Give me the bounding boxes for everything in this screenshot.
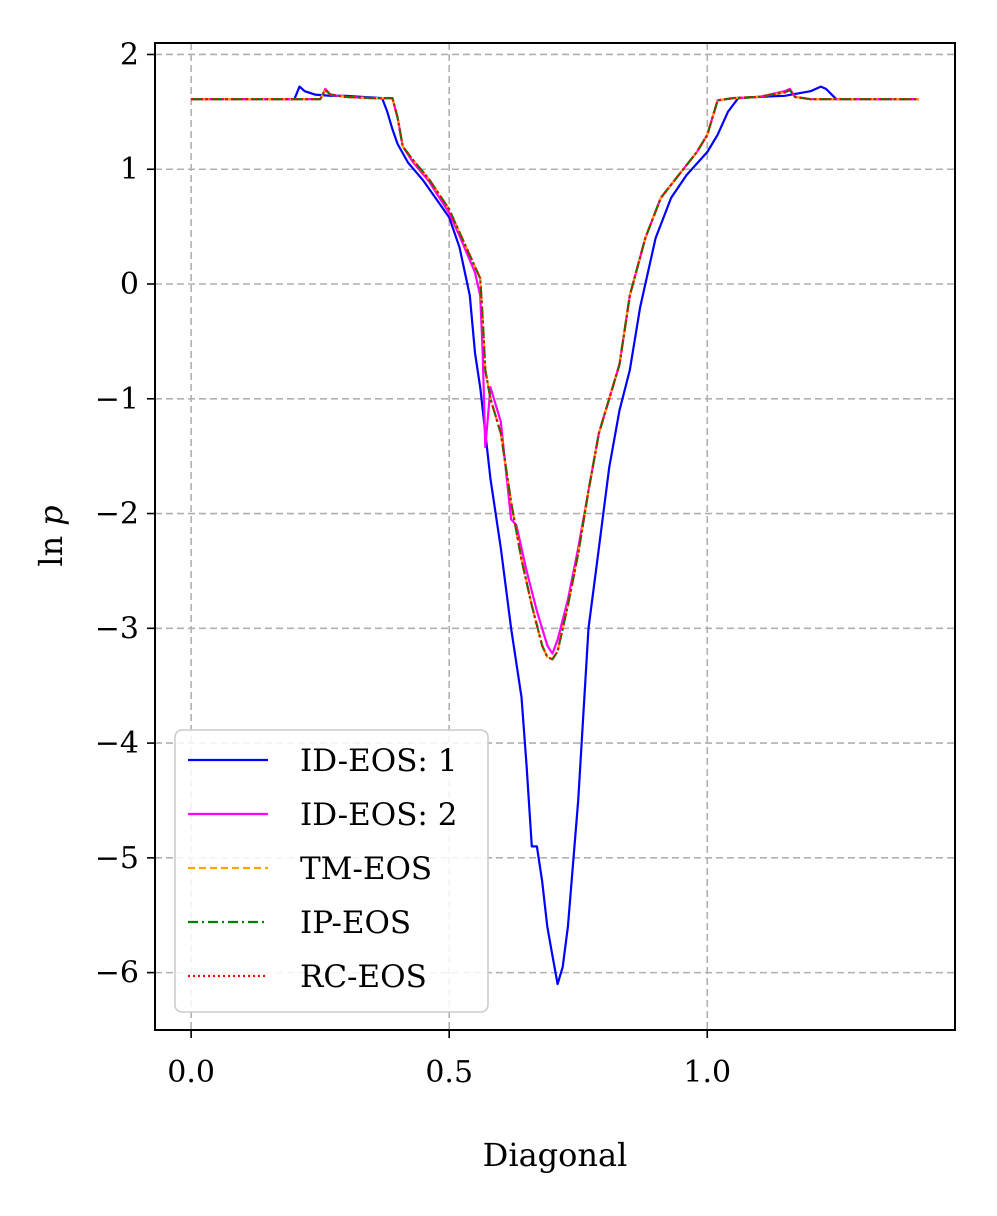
y-tick-label: 2 bbox=[120, 37, 139, 72]
x-tick-label: 0.0 bbox=[167, 1055, 215, 1090]
x-tick-label: 1.0 bbox=[683, 1055, 731, 1090]
y-tick-label: 1 bbox=[120, 152, 139, 187]
legend-label: RC-EOS bbox=[300, 959, 427, 995]
series-line-id-eos-1 bbox=[191, 85, 919, 986]
y-axis-label: ln p bbox=[32, 505, 70, 566]
legend-entry-tm-eos: TM-EOS bbox=[188, 851, 432, 887]
y-tick-label: −4 bbox=[95, 726, 139, 761]
y-tick-label: 0 bbox=[120, 267, 139, 302]
legend-label: TM-EOS bbox=[300, 851, 432, 887]
legend: ID-EOS: 1 ID-EOS: 2 TM-EOS IP-EOS RC-EOS bbox=[174, 729, 489, 1013]
x-axis-label: Diagonal bbox=[483, 1136, 628, 1174]
legend-entry-id-eos-1: ID-EOS: 1 bbox=[188, 743, 457, 779]
legend-label: ID-EOS: 2 bbox=[300, 797, 457, 833]
plot-frame bbox=[154, 42, 956, 1031]
x-tick-label: 0.5 bbox=[425, 1055, 473, 1090]
y-axis-label-variable: p bbox=[32, 505, 70, 525]
y-axis-label-prefix: ln bbox=[32, 536, 70, 567]
y-tick-label: −6 bbox=[95, 956, 139, 991]
legend-label: ID-EOS: 1 bbox=[300, 743, 457, 779]
y-tick-label: −2 bbox=[95, 497, 139, 532]
legend-entry-ip-eos: IP-EOS bbox=[188, 905, 411, 941]
legend-entry-id-eos-2: ID-EOS: 2 bbox=[188, 797, 457, 833]
legend-label: IP-EOS bbox=[300, 905, 411, 941]
axis-ticks: 0.0 0.5 1.0 2 1 0 −1 −2 −3 −4 −5 −6 bbox=[95, 37, 731, 1090]
y-tick-label: −1 bbox=[95, 382, 139, 417]
series-lines bbox=[191, 85, 919, 986]
legend-entry-rc-eos: RC-EOS bbox=[188, 959, 427, 995]
y-tick-label: −5 bbox=[95, 841, 139, 876]
y-tick-label: −3 bbox=[95, 611, 139, 646]
legend-box bbox=[174, 729, 489, 1013]
series-line-rc-eos bbox=[191, 88, 919, 661]
